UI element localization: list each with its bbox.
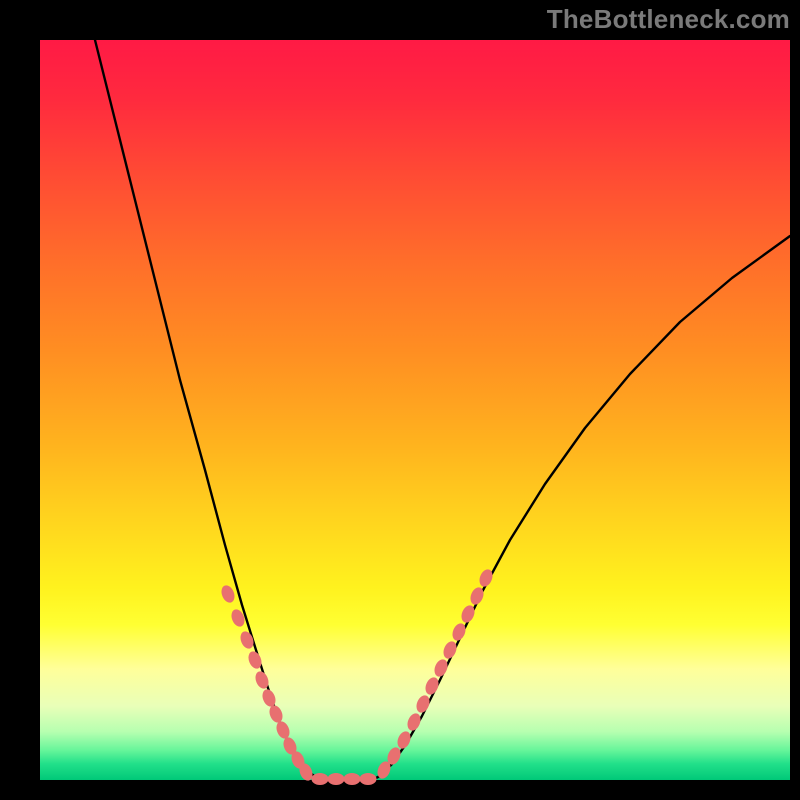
watermark-text: TheBottleneck.com [547,4,790,35]
bottleneck-chart [0,0,800,800]
marker-pill [328,773,345,785]
gradient-background [40,40,790,780]
marker-pill [344,773,361,785]
marker-pill [360,773,377,785]
marker-pill [312,773,329,785]
